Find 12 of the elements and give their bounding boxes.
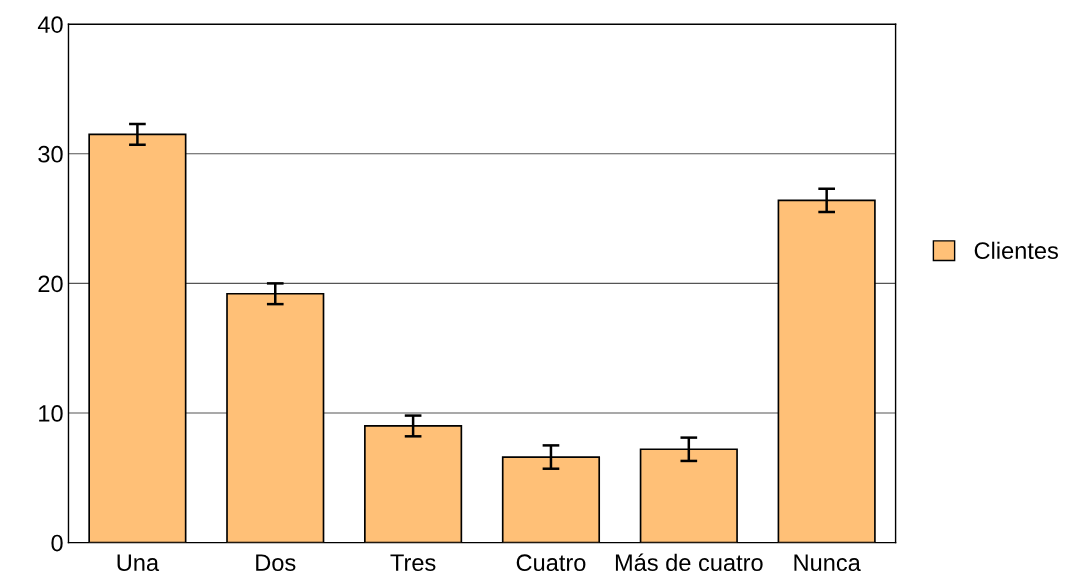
- y-tick-label: 0: [51, 534, 63, 552]
- legend-label: Clientes: [974, 241, 1058, 260]
- x-tick-label: Tres: [390, 554, 436, 572]
- x-tick-label: Dos: [256, 554, 296, 572]
- y-tick-label: 20: [38, 275, 63, 293]
- x-tick-label: Cuatro: [516, 554, 586, 572]
- y-tick-label: 40: [37, 16, 63, 33]
- y-tick-label: 10: [39, 405, 63, 422]
- y-tick-label: 30: [38, 145, 63, 163]
- x-tick-label: Una: [117, 554, 160, 572]
- x-tick-label: Más de cuatro: [615, 553, 763, 572]
- x-tick-label: Nunca: [794, 554, 861, 572]
